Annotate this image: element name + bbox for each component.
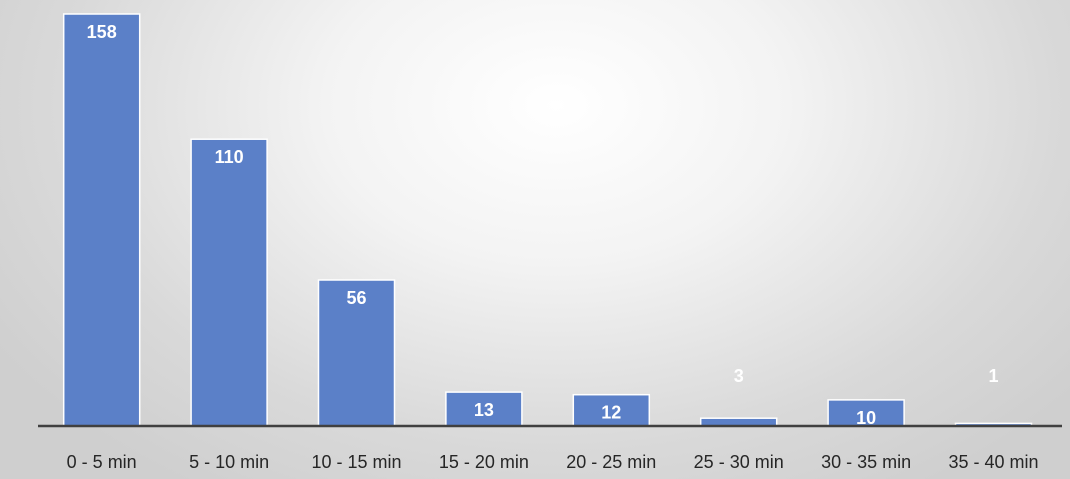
bars-group [62,13,1033,427]
x-tick-labels-group: 0 - 5 min 5 - 10 min 10 - 15 min 15 - 20 mi… [67,452,1039,472]
x-tick-label-25-30-min: 25 - 30 min [694,452,784,472]
data-label-5-10-min: 110 [215,147,244,167]
data-label-15-20-min: 13 [474,400,494,420]
x-tick-label-35-40-min: 35 - 40 min [948,452,1038,472]
x-tick-label-20-25-min: 20 - 25 min [566,452,656,472]
data-label-0-5-min: 158 [87,22,117,42]
x-tick-label-30-35-min: 30 - 35 min [821,452,911,472]
bar-10-15-min [317,279,396,427]
x-tick-label-0-5-min: 0 - 5 min [67,452,137,472]
data-label-25-30-min: 3 [734,366,744,386]
bar-0-5-min [62,13,141,427]
data-label-20-25-min: 12 [601,403,621,423]
data-label-30-35-min: 10 [856,408,876,428]
x-tick-label-10-15-min: 10 - 15 min [311,452,401,472]
data-labels-group: 158 110 56 13 12 3 10 1 [87,22,999,428]
bar-5-10-min [190,138,268,427]
x-tick-label-15-20-min: 15 - 20 min [439,452,529,472]
data-label-35-40-min: 1 [988,366,998,386]
bar-30-35-min [827,399,905,427]
data-label-10-15-min: 56 [346,288,366,308]
bar-15-20-min [445,391,523,427]
x-tick-label-5-10-min: 5 - 10 min [189,452,269,472]
